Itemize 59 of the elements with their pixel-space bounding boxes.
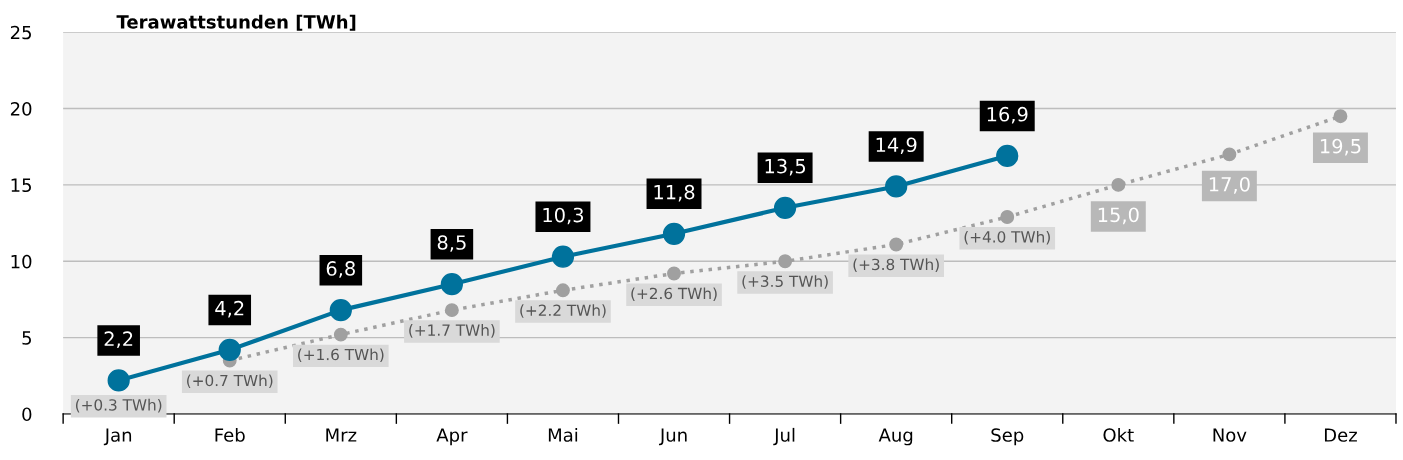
- annotation: (+0.7 TWh): [187, 374, 273, 389]
- y-tick-label: 0: [22, 407, 32, 422]
- y-tick-label: 5: [22, 331, 31, 345]
- x-tick-label: Aug: [878, 428, 913, 446]
- data-label: 8,5: [437, 235, 466, 252]
- point: [556, 283, 570, 298]
- y-tick-label: 20: [10, 102, 32, 116]
- y-tick-label: 10: [11, 254, 32, 269]
- data-label: 13,5: [765, 158, 806, 176]
- annotation: (+0.3 TWh): [75, 398, 162, 413]
- annotation: (+2.6 TWh): [631, 287, 717, 302]
- y-tick-label: 25: [10, 25, 31, 40]
- point: [1333, 109, 1348, 124]
- y-axis-title: Terawattstunden [TWh]: [116, 14, 356, 31]
- annotation: (+3.8 TWh): [853, 258, 939, 272]
- annotation: (+1.6 TWh): [298, 348, 384, 363]
- data-label: 2,2: [104, 331, 133, 349]
- x-tick-label: Apr: [436, 428, 468, 446]
- data-label: 17,0: [1209, 176, 1250, 194]
- x-tick-label: Mrz: [326, 428, 357, 442]
- point: [333, 327, 348, 342]
- data-label: 6,8: [326, 261, 355, 278]
- x-tick-label: Jan: [103, 428, 132, 446]
- point: [1222, 147, 1237, 162]
- data-label: 11,8: [654, 184, 695, 202]
- point: [444, 303, 459, 318]
- point: [329, 299, 352, 322]
- point: [218, 338, 241, 361]
- point: [996, 144, 1019, 168]
- data-label: 4,2: [215, 300, 244, 318]
- x-tick-label: Mai: [548, 427, 578, 442]
- point: [778, 254, 793, 269]
- point: [107, 369, 130, 392]
- point: [551, 245, 575, 268]
- annotation: (+2.2 TWh): [520, 304, 606, 318]
- annotation: (+4.0 TWh): [964, 230, 1050, 245]
- point: [667, 266, 681, 281]
- point: [773, 196, 797, 219]
- point: [1111, 177, 1126, 192]
- x-tick-label: Jun: [658, 428, 687, 446]
- data-label: 15,0: [1098, 207, 1139, 225]
- point: [885, 175, 908, 198]
- point: [889, 237, 904, 252]
- data-label: 10,3: [543, 207, 584, 225]
- x-tick-label: Okt: [1103, 427, 1134, 442]
- x-tick-label: Dez: [1324, 428, 1357, 442]
- data-label: 14,9: [876, 137, 917, 155]
- y-tick-label: 15: [11, 178, 31, 193]
- annotation: (+1.7 TWh): [409, 324, 495, 338]
- x-tick-label: Jul: [773, 427, 795, 446]
- x-tick-label: Feb: [215, 427, 245, 442]
- point: [1000, 210, 1015, 224]
- point: [662, 222, 686, 245]
- data-label: 19,5: [1320, 138, 1361, 156]
- point: [440, 273, 463, 296]
- x-tick-label: Nov: [1213, 428, 1247, 442]
- data-label: 16,9: [987, 106, 1028, 124]
- annotation: (+3.5 TWh): [742, 275, 828, 289]
- x-tick-label: Sep: [991, 428, 1024, 446]
